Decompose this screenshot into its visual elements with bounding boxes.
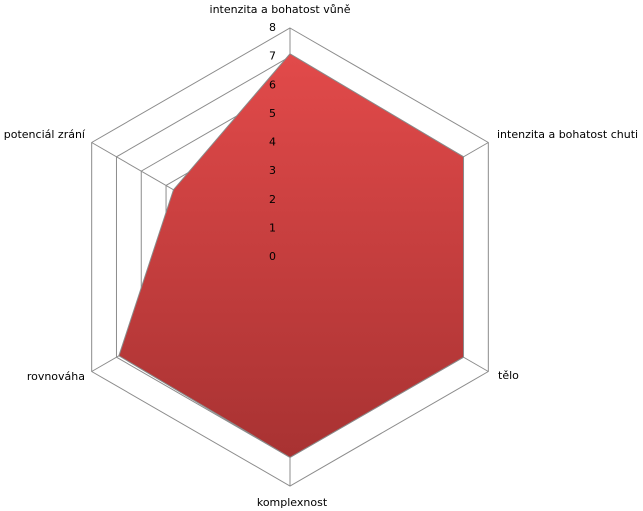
r-tick-label: 4 — [269, 136, 276, 149]
r-tick-label: 3 — [269, 164, 276, 177]
data-area — [118, 53, 464, 458]
r-tick-label: 8 — [269, 21, 276, 34]
category-label: intenzita a bohatost chuti — [497, 128, 638, 141]
r-tick-label: 5 — [269, 107, 276, 120]
category-label: komplexnost — [257, 496, 328, 509]
category-label: intenzita a bohatost vůně — [210, 3, 351, 16]
r-tick-label: 6 — [269, 78, 276, 91]
r-tick-label: 2 — [269, 193, 276, 206]
r-tick-label: 0 — [269, 250, 276, 263]
r-tick-label: 7 — [269, 50, 276, 63]
r-tick-label: 1 — [269, 221, 276, 234]
category-label: tělo — [498, 369, 519, 382]
category-label: potenciál zrání — [4, 128, 86, 141]
category-label: rovnováha — [27, 370, 85, 383]
